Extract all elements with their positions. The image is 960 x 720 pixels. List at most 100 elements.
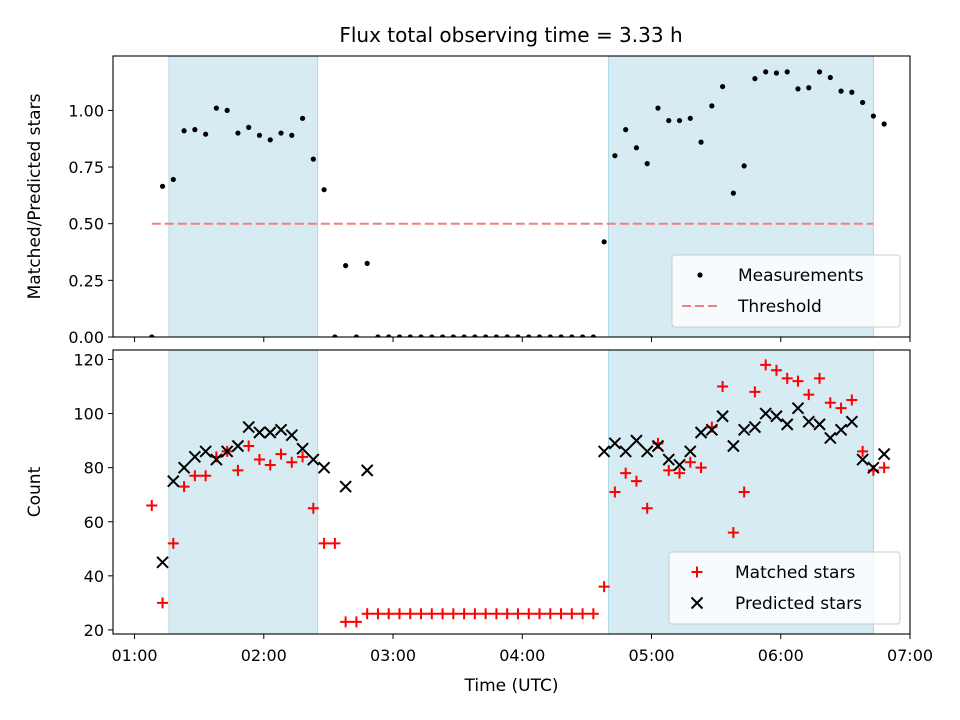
measurement-point	[224, 107, 230, 113]
matched-stars-point	[383, 608, 395, 620]
matched-stars-point	[760, 359, 772, 371]
legend-plus-icon	[691, 566, 703, 578]
matched-stars-point	[167, 537, 179, 549]
y-axis-label: Matched/Predicted stars	[25, 93, 45, 299]
measurement-point	[719, 83, 726, 90]
x-tick-label: 06:00	[758, 646, 804, 665]
predicted-stars-point	[640, 445, 654, 458]
y-tick-label: 0.75	[68, 158, 104, 177]
matched-stars-point	[447, 608, 459, 620]
measurement-point	[881, 121, 887, 127]
y-tick-label: 120	[73, 350, 104, 369]
predicted-stars-point	[802, 415, 815, 428]
predicted-stars-point	[856, 453, 869, 466]
matched-stars-point	[458, 608, 470, 620]
predicted-stars-point	[619, 445, 632, 458]
measurement-point	[806, 85, 812, 91]
measurement-point	[709, 103, 715, 109]
predicted-stars-point	[673, 458, 686, 472]
x-tick-label: 04:00	[499, 646, 545, 665]
predicted-stars-point	[770, 410, 783, 423]
predicted-stars-point	[834, 423, 848, 436]
y-tick-label: 1.00	[68, 101, 104, 120]
y-axis-label: Count	[25, 466, 45, 517]
matched-stars-point	[738, 486, 750, 498]
measurement-point	[644, 161, 650, 167]
matched-stars-point	[415, 608, 427, 620]
measurement-point	[504, 334, 510, 337]
measurement-point	[461, 334, 467, 337]
y-tick-label: 20	[84, 621, 104, 640]
matched-stars-point	[512, 608, 524, 620]
measurement-point	[407, 334, 413, 337]
predicted-stars-point	[791, 401, 805, 415]
x-tick-label: 05:00	[628, 646, 674, 665]
measurement-point	[418, 334, 424, 337]
matched-stars-point	[189, 470, 201, 482]
measurement-point	[633, 145, 640, 151]
y-tick-label: 40	[84, 567, 104, 586]
matched-stars-point	[684, 456, 696, 468]
matched-stars-point	[361, 608, 373, 620]
measurement-point	[827, 74, 833, 81]
measurement-point	[213, 105, 219, 111]
plot-marks	[146, 359, 891, 628]
y-tick-label: 0.00	[68, 328, 104, 347]
predicted-stars-point	[188, 450, 202, 464]
measurement-point	[181, 128, 187, 134]
x-tick-label: 03:00	[370, 646, 416, 665]
legend-box	[668, 551, 901, 625]
measurement-point	[784, 69, 790, 75]
predicted-stars-point	[608, 437, 622, 450]
predicted-stars-point	[156, 556, 169, 569]
y-tick-label: 0.50	[68, 215, 104, 234]
predicted-stars-point	[748, 420, 762, 434]
x-tick-label: 01:00	[111, 646, 157, 665]
matched-stars-point	[727, 527, 739, 539]
matched-stars-point	[630, 475, 642, 487]
predicted-stars-point	[877, 447, 891, 461]
measurement-point	[332, 334, 338, 337]
matched-stars-point	[437, 608, 449, 620]
predicted-stars-point	[694, 426, 708, 439]
matched-stars-point	[329, 537, 341, 549]
measurement-point	[741, 163, 747, 169]
measurement-point	[838, 88, 844, 94]
legend-x-icon	[690, 596, 704, 610]
measurement-point	[558, 334, 564, 337]
predicted-stars-point	[727, 439, 740, 453]
legend: Matched stars Predicted stars	[668, 551, 901, 625]
measurement-point	[396, 334, 403, 337]
predicted-stars-point	[199, 445, 212, 458]
predicted-stars-point	[867, 461, 880, 474]
measurement-point	[763, 69, 769, 75]
matched-stars-point	[814, 372, 826, 384]
matched-stars-point	[200, 470, 212, 482]
predicted-stars-point	[813, 418, 826, 431]
matched-stars-point	[178, 481, 190, 493]
matched-stars-point	[577, 608, 589, 620]
matched-stars-point	[555, 608, 567, 620]
legend-label: Predicted stars	[735, 594, 862, 614]
measurement-point	[246, 124, 252, 130]
observing-window-band	[168, 55, 319, 338]
matched-stars-point	[544, 608, 556, 620]
matched-stars-point	[674, 467, 686, 479]
plot-marks	[149, 69, 887, 337]
measurement-point	[256, 132, 263, 138]
predicted-stars-point	[264, 426, 277, 439]
matched-stars-point	[243, 440, 255, 452]
predicted-stars-point	[220, 445, 234, 458]
predicted-stars-point	[253, 426, 266, 439]
predicted-stars-point	[339, 480, 352, 493]
measurement-point	[203, 131, 209, 137]
predicted-stars-point	[317, 461, 331, 474]
matched-stars-point	[469, 608, 481, 620]
measurement-point	[612, 153, 618, 159]
measurement-point	[299, 115, 306, 121]
matched-stars-point	[566, 608, 578, 620]
legend-label: Measurements	[738, 266, 864, 286]
measurement-point	[343, 263, 349, 269]
measurement-point	[601, 239, 607, 245]
